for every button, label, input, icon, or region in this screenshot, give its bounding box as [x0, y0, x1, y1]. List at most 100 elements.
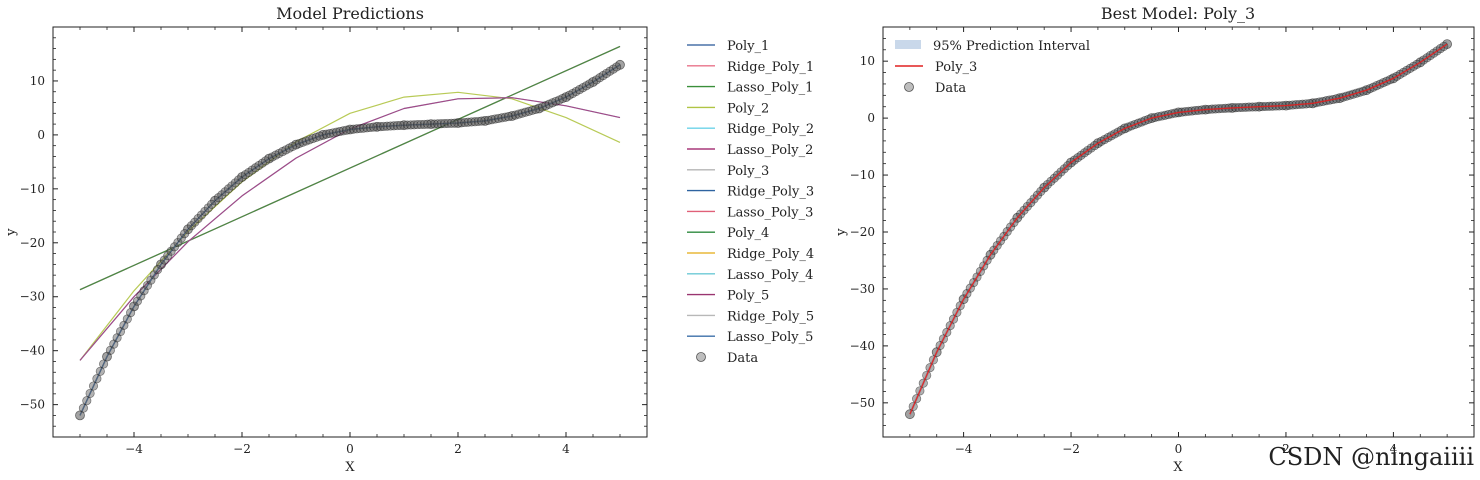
data-point-trace — [443, 118, 453, 128]
data-point-trace — [342, 125, 352, 135]
legend: Poly_1 Ridge_Poly_1 Lasso_Poly_1 Poly_2 Ridg… — [687, 39, 814, 366]
data-point-trace — [500, 112, 510, 122]
data-point-trace — [352, 124, 362, 134]
plot-area — [905, 39, 1452, 420]
data-point-trace — [369, 122, 379, 132]
legend-swatch-data — [696, 352, 706, 362]
data-points — [75, 59, 625, 421]
series-lines — [909, 43, 1448, 415]
y-tick-label: −30 — [850, 282, 875, 296]
y-tick-label: 10 — [860, 54, 875, 68]
data-point-trace — [490, 114, 500, 124]
data-point-trace — [257, 158, 267, 168]
data-point — [345, 124, 355, 135]
x-tick-label: 0 — [1175, 442, 1183, 456]
data-point-trace — [473, 116, 483, 126]
data-point-trace — [355, 123, 365, 134]
legend-label: Ridge_Poly_4 — [727, 247, 814, 262]
x-tick-label: 2 — [454, 442, 462, 456]
legend-label: Lasso_Poly_1 — [727, 81, 813, 96]
data-point-trace — [524, 106, 534, 116]
x-tick-label: 2 — [1282, 442, 1290, 456]
data-point-trace — [186, 221, 196, 231]
data-point-trace — [504, 112, 514, 122]
legend-label: Poly_2 — [727, 101, 769, 116]
legend-swatch-interval — [895, 40, 921, 49]
legend-label: Lasso_Poly_5 — [727, 330, 813, 345]
data-point-trace — [412, 120, 423, 130]
data-point-trace — [153, 265, 163, 275]
x-tick-label: 0 — [346, 442, 354, 456]
legend-label: Lasso_Poly_4 — [727, 268, 813, 283]
data-point-trace — [136, 291, 146, 301]
data-point-trace — [429, 119, 439, 129]
x-tick-label: −4 — [955, 442, 973, 456]
data-point-trace — [190, 217, 200, 227]
data-point-trace — [379, 121, 389, 131]
legend-label: 95% Prediction Interval — [933, 39, 1090, 54]
data-point-trace — [483, 115, 493, 125]
data-point-trace — [348, 124, 358, 134]
x-axis-label: X — [1173, 460, 1183, 475]
data-point-trace — [396, 120, 406, 130]
y-tick-label: 0 — [37, 128, 45, 142]
data-point-trace — [338, 126, 348, 136]
data-point — [426, 119, 436, 129]
legend-label: Ridge_Poly_5 — [727, 309, 814, 324]
legend-label: Ridge_Poly_1 — [727, 60, 814, 75]
data-point-trace — [132, 296, 142, 306]
x-axis-label: X — [345, 460, 355, 475]
data-point-trace — [389, 121, 399, 131]
data-point-trace — [487, 115, 497, 125]
data-point — [453, 118, 463, 128]
data-point-trace — [470, 117, 480, 127]
data-point-trace — [85, 388, 95, 398]
data-point-trace — [612, 62, 622, 72]
legend-label: Lasso_Poly_3 — [727, 205, 813, 220]
data-point-trace — [88, 381, 99, 391]
y-tick-label: 10 — [30, 74, 45, 88]
data-point-trace — [392, 121, 402, 131]
data-point-trace — [207, 199, 217, 209]
y-tick-label: −20 — [850, 225, 875, 239]
data-point-trace — [456, 118, 466, 128]
data-point-trace — [520, 107, 531, 117]
data-point-trace — [375, 122, 385, 132]
axes-frame — [52, 26, 648, 438]
y-tick-label: −50 — [20, 398, 45, 412]
data-point-trace — [244, 167, 254, 177]
data-point — [372, 121, 382, 132]
data-point-trace — [463, 117, 473, 127]
data-point-trace — [315, 131, 325, 141]
x-tick-label: −4 — [125, 442, 143, 456]
data-point-trace — [409, 120, 419, 130]
data-point-trace — [514, 109, 524, 119]
data-point-trace — [493, 113, 504, 123]
data-point-trace — [126, 308, 136, 318]
data-point-trace — [92, 374, 102, 384]
data-point-trace — [477, 116, 487, 126]
data-point-trace — [331, 127, 342, 137]
data-point-trace — [142, 280, 153, 290]
data-point-trace — [180, 229, 190, 239]
chart-title: Model Predictions — [276, 4, 424, 23]
series-line-lasso-poly-1 — [79, 45, 621, 291]
data-point-trace — [335, 126, 345, 137]
y-tick-label: −40 — [20, 344, 45, 358]
data-point-trace — [261, 156, 271, 166]
data-point-trace — [200, 206, 210, 216]
watermark: CSDN @ningaiiii — [1268, 443, 1474, 471]
y-tick-label: −10 — [20, 182, 45, 196]
series-line-poly-3 — [909, 43, 1448, 415]
data-point-trace — [416, 119, 426, 130]
y-axis-label: y — [834, 228, 849, 237]
data-point-trace — [436, 119, 446, 129]
chart-best-model: Best Model: Poly_3 −4 −2 0 2 4−50−40−30−20−1… — [834, 4, 1475, 475]
data-point-trace — [385, 121, 396, 131]
legend-label: Ridge_Poly_3 — [727, 185, 814, 200]
legend-label: Data — [935, 81, 966, 96]
data-point-trace — [288, 141, 298, 151]
